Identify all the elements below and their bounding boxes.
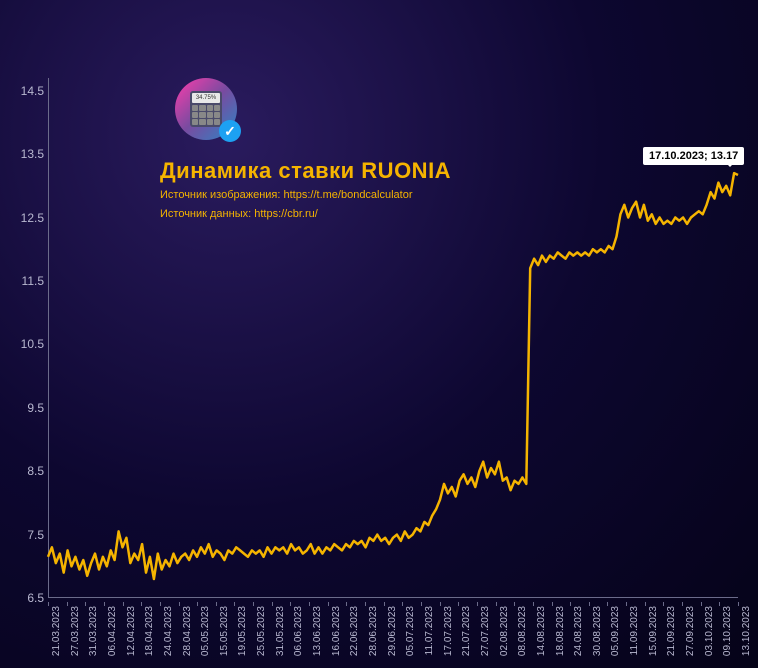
x-tick-label: 17.07.2023 xyxy=(443,606,454,656)
calculator-screen: 34.75% xyxy=(192,93,220,103)
x-tick-label: 11.09.2023 xyxy=(629,606,640,655)
x-tick-label: 31.03.2023 xyxy=(88,606,99,656)
title-block: Динамика ставки RUONIA Источник изображе… xyxy=(160,158,451,223)
x-tick-label: 09.10.2023 xyxy=(722,606,733,656)
y-axis: 6.57.58.59.510.511.512.513.514.5 xyxy=(10,78,46,598)
y-tick-label: 10.5 xyxy=(21,337,44,351)
x-tick-label: 05.09.2023 xyxy=(610,606,621,656)
y-tick-label: 11.5 xyxy=(22,274,44,288)
x-tick-label: 31.05.2023 xyxy=(275,606,286,656)
line-chart-svg xyxy=(48,78,738,598)
x-tick-label: 22.06.2023 xyxy=(349,606,360,656)
y-tick-label: 12.5 xyxy=(21,211,44,225)
x-tick-label: 11.07.2023 xyxy=(424,606,435,655)
x-tick-label: 05.07.2023 xyxy=(405,606,416,656)
y-tick-label: 7.5 xyxy=(27,528,44,542)
x-tick-label: 25.05.2023 xyxy=(256,606,267,656)
y-tick-label: 6.5 xyxy=(27,591,44,605)
logo-badge: 34.75% ✓ xyxy=(175,78,237,140)
x-tick-label: 21.07.2023 xyxy=(461,606,472,656)
x-tick-label: 29.06.2023 xyxy=(387,606,398,656)
x-tick-label: 12.04.2023 xyxy=(126,606,137,656)
verified-check-icon: ✓ xyxy=(219,120,241,142)
x-tick-label: 18.08.2023 xyxy=(555,606,566,656)
x-tick-label: 05.05.2023 xyxy=(200,606,211,656)
x-tick-label: 13.10.2023 xyxy=(741,606,752,656)
y-tick-label: 8.5 xyxy=(27,464,44,478)
y-tick-label: 9.5 xyxy=(27,401,44,415)
x-tick-label: 27.03.2023 xyxy=(70,606,81,656)
calculator-icon: 34.75% xyxy=(190,91,222,127)
x-tick-label: 30.08.2023 xyxy=(592,606,603,656)
x-tick-label: 16.06.2023 xyxy=(331,606,342,656)
last-point-callout: 17.10.2023; 13.17 xyxy=(643,147,744,165)
y-tick-label: 13.5 xyxy=(21,147,44,161)
y-tick-label: 14.5 xyxy=(21,84,44,98)
x-tick-label: 08.08.2023 xyxy=(517,606,528,656)
x-tick-label: 28.04.2023 xyxy=(182,606,193,656)
source-image-text: Источник изображения: https://t.me/bondc… xyxy=(160,188,451,203)
x-tick-label: 06.04.2023 xyxy=(107,606,118,656)
x-tick-label: 24.08.2023 xyxy=(573,606,584,656)
chart-area: 6.57.58.59.510.511.512.513.514.5 17.10.2… xyxy=(48,78,738,598)
x-tick-label: 03.10.2023 xyxy=(704,606,715,656)
x-tick-label: 28.06.2023 xyxy=(368,606,379,656)
x-tick-label: 27.07.2023 xyxy=(480,606,491,656)
x-axis: 21.03.2023 27.03.2023 31.03.2023 06.04.2023… xyxy=(48,602,738,668)
x-tick-label: 15.05.2023 xyxy=(219,606,230,656)
source-data-text: Источник данных: https://cbr.ru/ xyxy=(160,207,451,222)
x-tick-label: 21.03.2023 xyxy=(51,606,62,656)
x-tick-label: 13.06.2023 xyxy=(312,606,323,656)
chart-title: Динамика ставки RUONIA xyxy=(160,158,451,184)
x-tick-label: 19.05.2023 xyxy=(237,606,248,656)
x-tick-label: 27.09.2023 xyxy=(685,606,696,656)
x-tick-label: 15.09.2023 xyxy=(648,606,659,656)
x-tick-label: 02.08.2023 xyxy=(499,606,510,656)
x-tick-label: 18.04.2023 xyxy=(144,606,155,656)
callout-text: 17.10.2023; 13.17 xyxy=(649,150,738,162)
x-tick-label: 24.04.2023 xyxy=(163,606,174,656)
x-tick-label: 21.09.2023 xyxy=(666,606,677,656)
x-tick-label: 14.08.2023 xyxy=(536,606,547,656)
x-tick-label: 06.06.2023 xyxy=(293,606,304,656)
plot-area: 17.10.2023; 13.17 xyxy=(48,78,738,598)
